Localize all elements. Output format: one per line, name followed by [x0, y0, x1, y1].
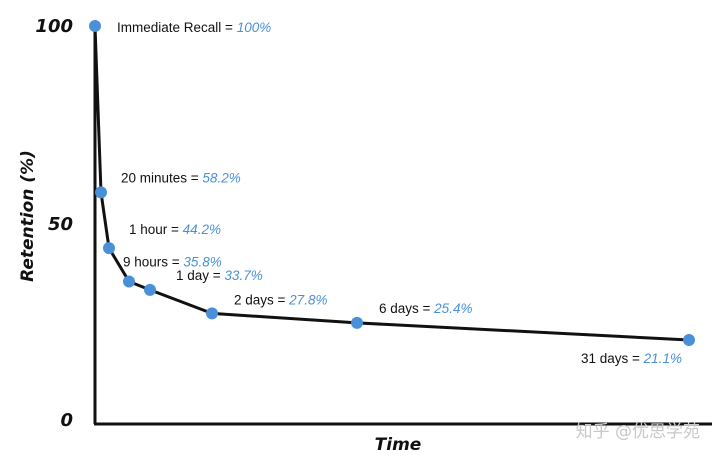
- y-tick-label-50: 50: [48, 214, 73, 235]
- data-label-value: 27.8%: [288, 292, 327, 307]
- data-label: 1 hour = 44.2%: [129, 222, 221, 237]
- data-point: [351, 316, 363, 329]
- data-label: 9 hours = 35.8%: [123, 255, 222, 270]
- data-label-value: 44.2%: [183, 222, 221, 237]
- data-label-name: 1 hour =: [129, 222, 183, 237]
- data-point: [206, 307, 218, 320]
- data-label-name: 1 day =: [176, 268, 224, 283]
- data-label: Immediate Recall = 100%: [117, 20, 271, 35]
- watermark: 知乎 @优思学苑: [576, 422, 700, 442]
- data-point: [123, 275, 135, 288]
- y-axis-title: Retention (%): [18, 150, 38, 282]
- data-point: [683, 334, 695, 347]
- data-point: [89, 20, 101, 32]
- data-points: [89, 20, 695, 347]
- x-axis-title: Time: [375, 435, 422, 455]
- data-label-value: 35.8%: [183, 255, 221, 270]
- data-label-name: Immediate Recall =: [117, 20, 237, 35]
- data-label: 31 days = 21.1%: [581, 351, 682, 366]
- data-label-name: 20 minutes =: [121, 170, 202, 185]
- data-label-value: 21.1%: [643, 351, 682, 366]
- data-labels: Immediate Recall = 100% 20 minutes = 58.2…: [117, 20, 682, 366]
- data-label-name: 2 days =: [234, 292, 289, 307]
- data-point: [103, 242, 115, 255]
- y-tick-label-0: 0: [60, 410, 73, 431]
- data-label-value: 25.4%: [433, 301, 472, 316]
- retention-curve: [93, 25, 690, 342]
- data-label: 6 days = 25.4%: [379, 301, 472, 316]
- data-point: [144, 283, 156, 296]
- data-label-value: 58.2%: [202, 170, 240, 185]
- data-label: 2 days = 27.8%: [234, 292, 327, 307]
- data-label-name: 6 days =: [379, 301, 434, 316]
- data-label-value: 100%: [237, 20, 272, 35]
- data-label-value: 33.7%: [224, 268, 262, 283]
- y-tick-label-100: 100: [35, 16, 73, 37]
- data-label-name: 31 days =: [581, 351, 644, 366]
- data-label-name: 9 hours =: [123, 255, 183, 270]
- data-label: 1 day = 33.7%: [176, 268, 263, 283]
- data-point: [95, 186, 107, 199]
- data-label: 20 minutes = 58.2%: [121, 170, 241, 185]
